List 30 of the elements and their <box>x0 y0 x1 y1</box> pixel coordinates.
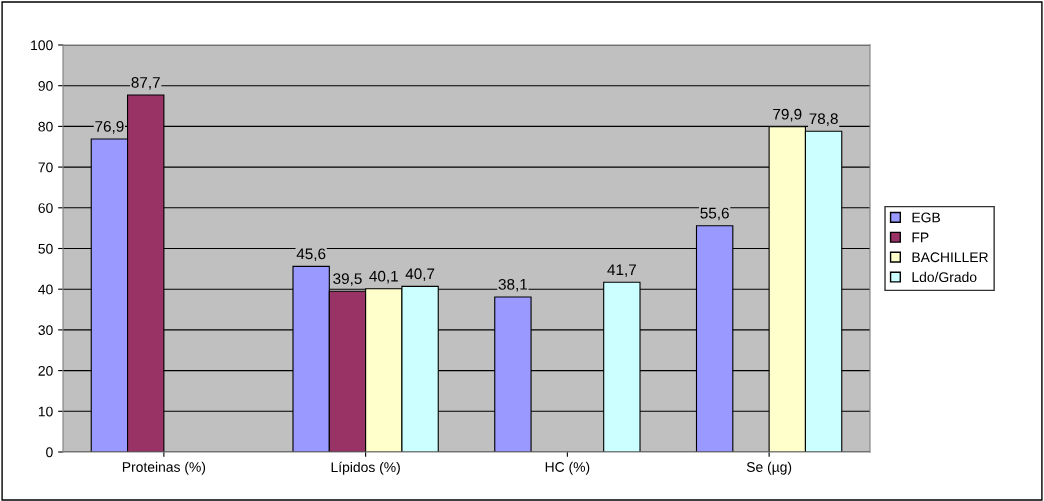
y-tick-label: 70 <box>38 162 53 173</box>
data-label: 78,8 <box>809 113 838 126</box>
data-label: 45,6 <box>296 248 326 262</box>
x-tick-label: Se (µg) <box>746 461 792 475</box>
data-label: 39,5 <box>333 273 362 286</box>
y-tick-label: 0 <box>46 447 53 458</box>
legend-label: BACHILLER <box>912 252 988 263</box>
legend-label: EGB <box>912 212 940 223</box>
data-label: 38,1 <box>498 278 528 292</box>
data-label: 41,7 <box>607 264 636 277</box>
y-tick-label: 60 <box>38 203 53 213</box>
legend-label: Ldo/Grado <box>912 271 977 283</box>
x-tick-label: Proteinas (%) <box>122 461 206 475</box>
y-tick-label: 100 <box>31 40 53 51</box>
data-label: 87,7 <box>131 77 160 90</box>
x-tick-label: Lípidos (%) <box>331 461 400 475</box>
legend-label: FP <box>912 232 929 243</box>
data-label: 55,6 <box>700 207 729 221</box>
y-tick-label: 50 <box>38 243 53 254</box>
y-tick-label: 40 <box>38 284 53 295</box>
y-tick-label: 80 <box>38 121 53 132</box>
y-tick-label: 20 <box>38 365 53 376</box>
data-label: 76,9 <box>95 121 124 134</box>
x-tick-label: HC (%) <box>545 461 590 475</box>
y-tick-label: 10 <box>38 406 53 417</box>
data-label: 40,1 <box>369 270 398 284</box>
y-tick-label: 30 <box>38 325 53 336</box>
y-tick-label: 90 <box>38 81 53 91</box>
data-label: 40,7 <box>405 268 435 281</box>
data-label: 79,9 <box>773 108 802 122</box>
